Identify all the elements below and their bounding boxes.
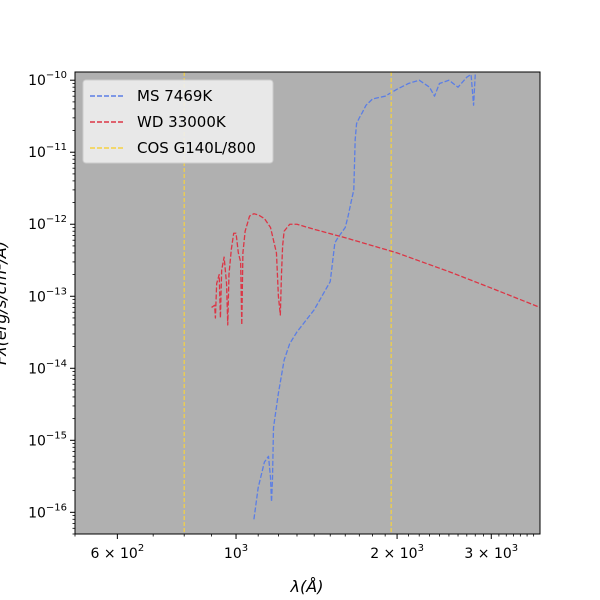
x-axis-label: λ(Å) bbox=[290, 577, 324, 596]
y-axis-ticks: 10−16 10−15 10−14 10−13 10−12 10−11 10−10 bbox=[28, 70, 75, 535]
y-tick-label: 10−15 bbox=[28, 430, 67, 449]
y-tick-label: 10−14 bbox=[28, 358, 67, 377]
y-tick-label: 10−12 bbox=[28, 214, 67, 233]
legend-box bbox=[82, 79, 274, 164]
y-tick-label: 10−13 bbox=[28, 286, 67, 305]
x-tick-label: 3 × 103 bbox=[464, 543, 518, 562]
series-line bbox=[253, 73, 476, 520]
x-tick-label: 6 × 102 bbox=[90, 543, 144, 562]
x-tick-label: 103 bbox=[224, 543, 248, 562]
x-axis-ticks: 6 × 102 103 2 × 103 3 × 103 bbox=[74, 534, 535, 562]
series-layer bbox=[183, 72, 540, 534]
legend-label: MS 7469K bbox=[137, 87, 213, 105]
y-tick-label: 10−10 bbox=[28, 70, 67, 89]
series-line bbox=[211, 213, 540, 326]
y-tick-label: 10−11 bbox=[28, 142, 67, 161]
x-tick-label: 2 × 103 bbox=[370, 543, 424, 562]
legend-label: COS G140L/800 bbox=[137, 139, 256, 157]
y-axis-label: Fλ(erg/s/cm²/Å) bbox=[0, 241, 10, 365]
legend-label: WD 33000K bbox=[137, 113, 227, 131]
legend: MS 7469K WD 33000K COS G140L/800 bbox=[82, 79, 274, 164]
y-tick-label: 10−16 bbox=[28, 502, 67, 521]
